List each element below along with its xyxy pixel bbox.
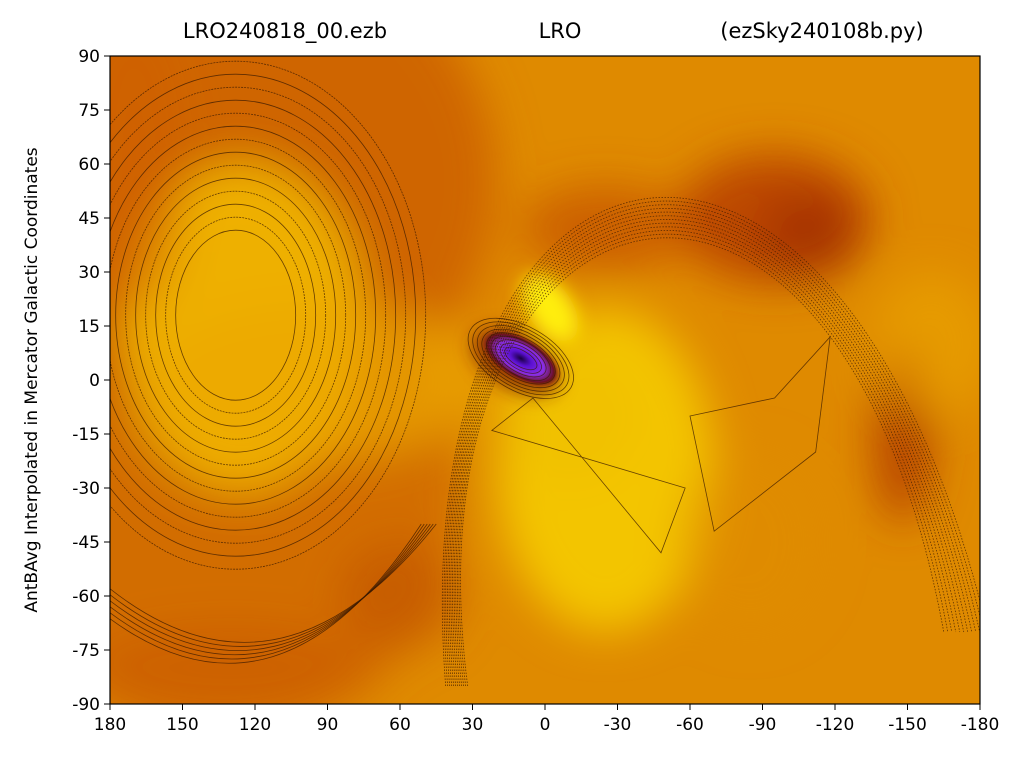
contour-ring-low xyxy=(476,325,565,392)
x-tick-label: -150 xyxy=(888,715,927,735)
x-tick-label: 120 xyxy=(239,715,271,735)
heat-region-12 xyxy=(871,272,980,416)
y-tick-label: 30 xyxy=(78,263,100,283)
y-tick-label: 75 xyxy=(78,101,100,121)
x-tick-label: -90 xyxy=(749,715,777,735)
contour-ring-left xyxy=(110,73,417,557)
contour-arc xyxy=(455,226,957,687)
y-tick-label: 90 xyxy=(78,47,100,67)
x-tick-label: 60 xyxy=(389,715,411,735)
contour-ring-left xyxy=(110,112,387,518)
contour-arc xyxy=(460,237,945,687)
contour-arc xyxy=(456,230,953,687)
y-tick-label: -75 xyxy=(72,641,100,661)
contour-arc xyxy=(458,233,949,687)
feature-low-core xyxy=(479,328,563,389)
contour-south-arc xyxy=(110,523,425,660)
y-axis: 90 75 60 45 30 15 0 -15 -30 -45 -60 -75 -90 xyxy=(72,47,110,715)
contour-ring-left xyxy=(115,151,357,479)
heat-region-8 xyxy=(520,185,691,272)
contour-ring-left xyxy=(110,86,407,544)
contour-south-arc xyxy=(110,523,437,643)
feature-high-north xyxy=(521,274,579,342)
x-tick-label: -180 xyxy=(961,715,1000,735)
contour-arc xyxy=(443,200,980,687)
contour-ring-left xyxy=(175,229,297,401)
y-tick-label: 15 xyxy=(78,317,100,337)
heat-region-13 xyxy=(677,452,823,632)
contour-ring-low xyxy=(481,328,561,389)
contour-ring-left xyxy=(125,164,347,466)
contour-arc xyxy=(453,222,961,687)
contour-ring-low xyxy=(490,335,552,381)
x-tick-label: 0 xyxy=(540,715,551,735)
heat-region-3 xyxy=(146,300,485,460)
x-tick-label: 150 xyxy=(166,715,198,735)
contour-south-arc xyxy=(110,523,434,647)
y-tick-label: -90 xyxy=(72,695,100,715)
y-tick-label: 0 xyxy=(89,371,100,391)
contour-lines xyxy=(110,60,980,687)
contour-ring-low xyxy=(504,346,538,371)
contour-right-lobe xyxy=(689,335,831,532)
contour-ring-left xyxy=(165,216,307,414)
title-left: LRO240818_00.ezb xyxy=(183,19,387,44)
x-tick-label: -60 xyxy=(676,715,704,735)
contour-ring-left xyxy=(145,190,327,440)
y-tick-label: -30 xyxy=(72,479,100,499)
contour-arc xyxy=(447,208,977,687)
x-tick-label: 90 xyxy=(317,715,339,735)
x-tick-label: 180 xyxy=(94,715,126,735)
contour-ring-low xyxy=(472,321,570,396)
contour-ring-left xyxy=(110,125,377,505)
heat-region-14 xyxy=(110,56,183,308)
y-tick-label: -60 xyxy=(72,587,100,607)
y-tick-label: -45 xyxy=(72,533,100,553)
contour-ring-left xyxy=(110,99,397,531)
contour-ring-low xyxy=(486,332,556,385)
heat-region-11 xyxy=(110,624,376,704)
contour-ring-low xyxy=(467,317,574,399)
x-tick-label: -120 xyxy=(816,715,855,735)
contour-south-arc xyxy=(110,523,422,664)
contour-ring-left xyxy=(155,203,317,427)
title-center: LRO xyxy=(539,19,582,43)
y-tick-label: 45 xyxy=(78,209,100,229)
heat-region-7 xyxy=(762,192,860,280)
contour-south-arc xyxy=(110,523,431,651)
contour-arc xyxy=(450,215,969,687)
contour-ring-left xyxy=(110,60,427,570)
y-axis-label: AntBAvg Interpolated in Mercator Galacti… xyxy=(22,147,42,612)
heat-region-10 xyxy=(339,542,461,650)
x-axis: 180 150 120 90 60 30 0 -30 -60 -90 -120 -150 -180 xyxy=(94,704,1000,735)
x-tick-label: 30 xyxy=(462,715,484,735)
contour-v-shape xyxy=(490,397,686,554)
y-tick-label: -15 xyxy=(72,425,100,445)
title-right: (ezSky240108b.py) xyxy=(720,19,923,43)
contour-south-arc xyxy=(110,523,428,656)
x-tick-label: -30 xyxy=(604,715,632,735)
y-tick-label: 60 xyxy=(78,155,100,175)
contour-ring-low xyxy=(499,343,542,374)
contour-ring-left xyxy=(135,177,337,453)
contour-arc xyxy=(448,211,973,687)
contour-ring-left xyxy=(110,138,367,492)
